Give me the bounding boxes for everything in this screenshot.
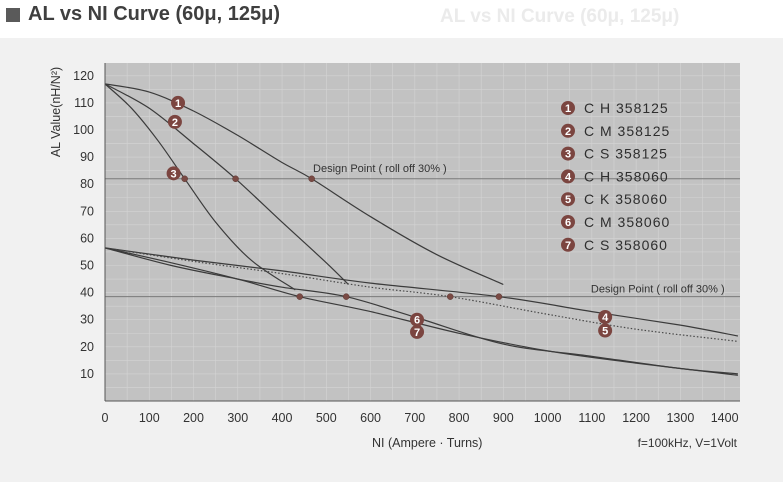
y-tick-label: 30 [80, 313, 94, 327]
series-line-5 [104, 247, 738, 342]
curve-marker-5 [598, 323, 613, 338]
legend-label: C K 358060 [584, 191, 668, 207]
legend-marker-7 [561, 237, 575, 252]
legend-label: C S 358125 [584, 146, 668, 162]
x-tick-label: 800 [449, 411, 470, 425]
curve-marker-number: 6 [414, 315, 420, 327]
series-line-7 [104, 247, 738, 375]
page-title-ghost: AL vs NI Curve (60μ, 125μ) [440, 6, 680, 27]
x-tick-label: 600 [360, 411, 381, 425]
legend-marker-3 [561, 146, 575, 161]
curve-marker-4 [598, 309, 613, 324]
y-tick-label: 100 [73, 123, 94, 137]
design-point-dot [181, 175, 188, 183]
test-condition-note: f=100kHz, V=1Volt [638, 436, 738, 450]
curve-marker-number: 3 [171, 168, 177, 180]
y-tick-label: 90 [80, 150, 94, 164]
header: AL vs NI Curve (60μ, 125μ) AL vs NI Curv… [0, 0, 783, 40]
legend-marker-number: 6 [565, 217, 571, 229]
page-title: AL vs NI Curve (60μ, 125μ) [28, 3, 280, 25]
x-axis-title: NI (Ampere · Turns) [372, 436, 482, 450]
x-tick-label: 1400 [711, 411, 739, 425]
series-line-4 [104, 247, 739, 337]
legend-marker-6 [561, 215, 575, 229]
x-tick-label: 1300 [666, 411, 694, 425]
x-tick-label: 100 [139, 411, 160, 425]
y-tick-label: 70 [80, 204, 94, 218]
x-tick-label: 300 [227, 411, 248, 425]
x-tick-label: 1100 [578, 411, 605, 425]
legend-marker-number: 4 [565, 171, 572, 183]
legend-marker-number: 7 [565, 240, 571, 252]
legend-marker-4 [561, 169, 575, 184]
curve-marker-1 [171, 95, 186, 110]
y-tick-label: 10 [80, 367, 94, 381]
curve-marker-number: 2 [172, 117, 178, 129]
y-tick-label: 120 [73, 69, 94, 83]
x-tick-label: 700 [404, 411, 425, 425]
legend-marker-5 [561, 192, 575, 207]
curve-marker-number: 7 [414, 327, 420, 339]
y-tick-label: 50 [80, 259, 94, 273]
series-line-6 [104, 247, 738, 376]
y-tick-label: 40 [80, 286, 94, 300]
legend-label: C H 358125 [584, 100, 669, 116]
design-point-label: Design Point ( roll off 30% ) [313, 163, 447, 175]
y-tick-label: 80 [80, 177, 94, 191]
legend: 1 C H 358125 2 C M 358125 3 C S 358125 4 C H 35… [561, 100, 670, 253]
legend-marker-1 [561, 101, 575, 115]
axes: 0 100 200 300 400 500 600 700 800 900 1000 1100 1200… [49, 63, 740, 450]
design-point-dot [296, 293, 303, 300]
curve-marker-7 [410, 324, 425, 339]
design-point-dot [342, 293, 350, 300]
legend-label: C M 358125 [584, 123, 670, 139]
legend-label: C M 358060 [584, 214, 670, 230]
design-point-dot [446, 293, 454, 300]
legend-marker-number: 1 [565, 103, 571, 115]
design-points [181, 175, 503, 300]
design-point-dot [232, 175, 239, 183]
x-tick-label: 900 [493, 411, 514, 425]
x-tick-label: 200 [183, 411, 204, 425]
legend-marker-number: 5 [565, 194, 571, 206]
legend-marker-number: 2 [565, 126, 571, 138]
curve-marker-number: 1 [175, 98, 181, 110]
x-tick-label: 1200 [622, 411, 650, 425]
y-axis-title: AL Value(nH/N²) [49, 67, 63, 157]
x-tick-label: 1000 [534, 411, 562, 425]
design-point-dot [495, 293, 503, 300]
y-tick-label: 20 [80, 340, 94, 354]
y-tick-label: 110 [74, 96, 94, 110]
design-point-dot [308, 175, 315, 183]
curve-marker-3 [166, 166, 181, 181]
legend-label: C S 358060 [584, 237, 668, 253]
series-layer [104, 83, 739, 376]
y-tick-label: 60 [80, 231, 94, 245]
x-tick-label: 400 [272, 411, 293, 425]
curve-marker-2 [167, 114, 182, 129]
series-line-1 [104, 83, 504, 286]
x-tick-label: 500 [316, 411, 337, 425]
design-point-label: Design Point ( roll off 30% ) [591, 284, 725, 296]
curve-marker-number: 4 [602, 312, 609, 324]
legend-marker-number: 3 [565, 149, 571, 161]
curve-marker-6 [410, 312, 425, 327]
title-bullet-square [6, 8, 20, 22]
x-tick-label: 0 [102, 411, 109, 425]
reference-lines: Design Point ( roll off 30% ) Design Poin… [105, 163, 740, 298]
curve-marker-number: 5 [602, 326, 608, 338]
legend-marker-2 [561, 123, 575, 138]
grid-layer [105, 63, 740, 401]
legend-label: C H 358060 [584, 168, 669, 184]
plot-area [105, 63, 740, 401]
